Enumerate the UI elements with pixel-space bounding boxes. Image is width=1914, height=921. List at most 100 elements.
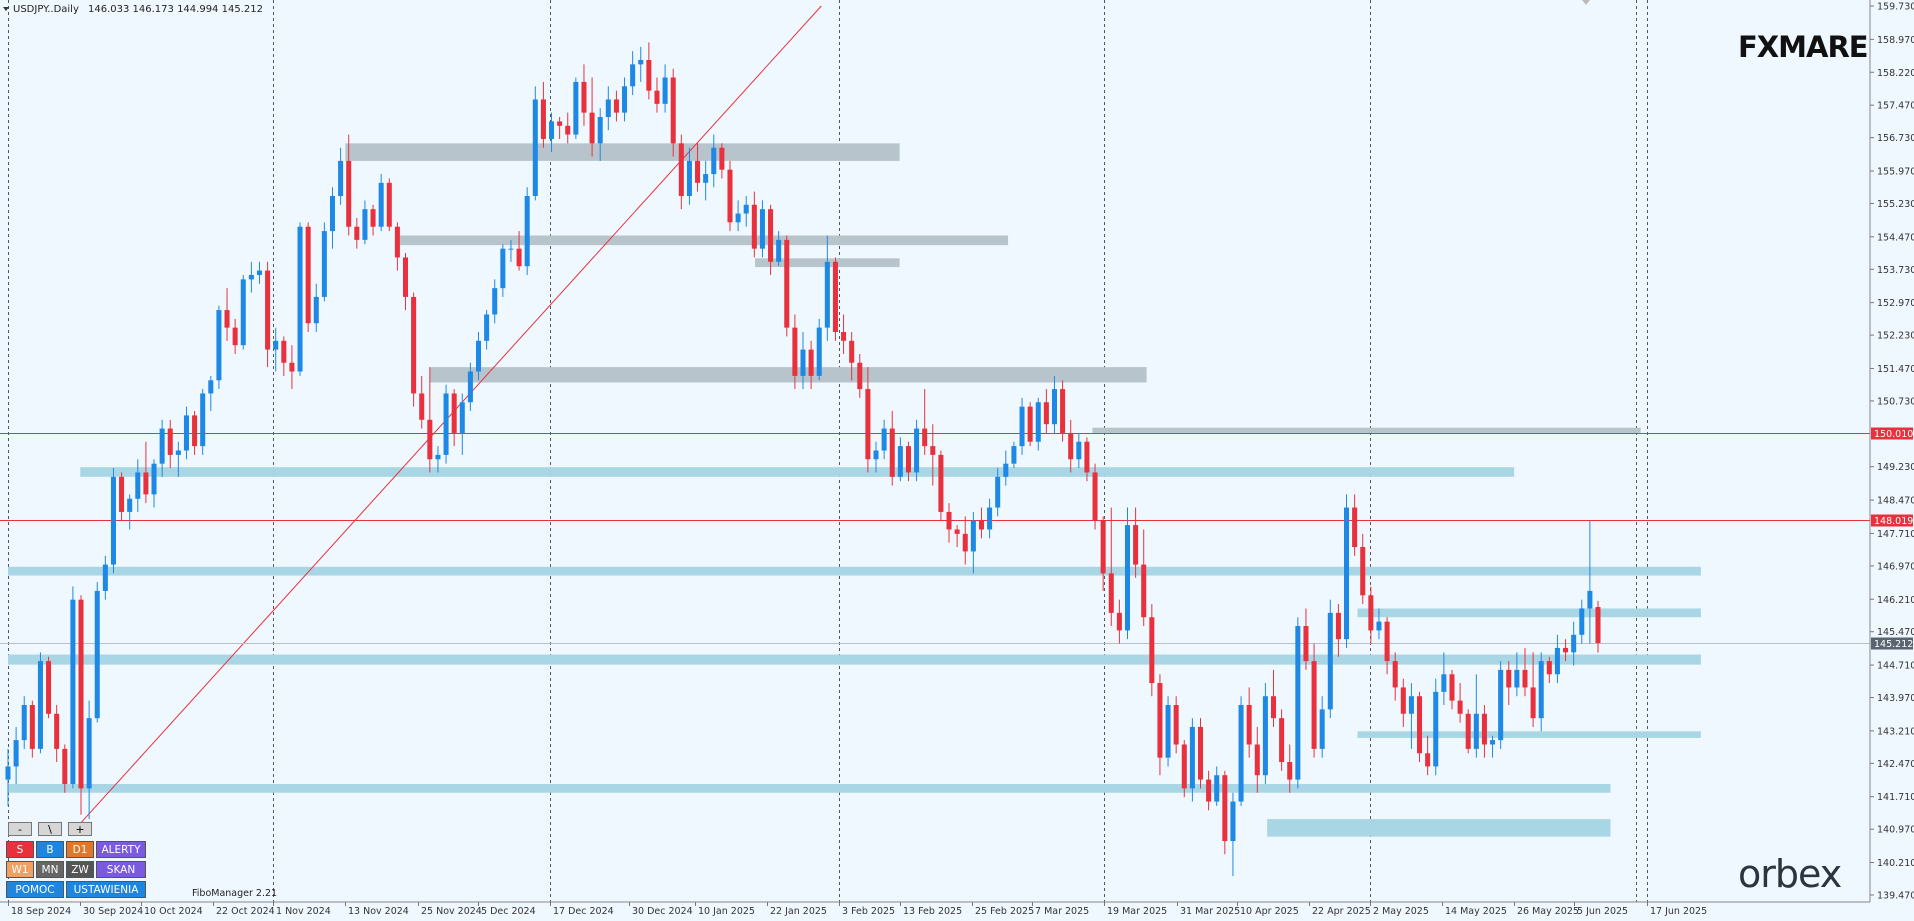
zw-button[interactable]: ZW [66,861,94,878]
zone-rect[interactable] [8,654,1701,665]
candle-body [1084,441,1090,473]
shift-marker-icon[interactable] [1582,0,1590,5]
w1-button[interactable]: W1 [6,861,34,878]
price-axis[interactable]: 159.730 158.970 158.220 157.470 156.730 155.9… [1870,2,1914,902]
zone-rect[interactable] [1357,731,1701,738]
candle-body [1003,463,1009,477]
candle-body [816,327,822,376]
candle-body [297,226,303,372]
candle-body [532,99,538,196]
help-button[interactable]: POMOC [6,881,64,898]
zone-rect[interactable] [1092,427,1641,433]
alerts-button[interactable]: ALERTY [96,841,146,858]
candle-body [1546,661,1552,675]
candle-body [419,393,425,420]
price-label: 139.470 [1877,891,1914,902]
candle-body [557,121,563,126]
zone-rect[interactable] [80,467,1515,477]
candle-body [484,314,490,341]
time-axis[interactable]: 18 Sep 2024 30 Sep 2024 10 Oct 2024 22 Oct … [8,902,1708,917]
candle-body [873,450,879,460]
zone-rect[interactable] [1357,608,1701,618]
settings-button[interactable]: USTAWIENIA [66,881,146,898]
zone-rect[interactable] [1267,819,1611,837]
time-label: 26 May 2025 [1517,906,1579,917]
time-label: 5 Dec 2024 [481,906,536,917]
candle-body [1149,617,1155,684]
time-label: 22 Jan 2025 [770,906,827,917]
candle-body [1522,669,1528,688]
buy-button[interactable]: B [36,841,64,858]
price-label: 140.210 [1877,858,1914,869]
candle-body [622,86,628,113]
trendline-layer[interactable] [79,5,822,824]
line-tool-button[interactable]: \ [38,822,62,836]
candle-body [922,428,928,447]
candle-body [654,90,660,104]
price-label: 153.730 [1877,265,1914,276]
candle-body [865,389,871,460]
mn-button[interactable]: MN [36,861,64,878]
candle-body [792,327,798,376]
candle-body [240,279,246,346]
zone-rect[interactable] [8,783,1611,793]
candle-body [962,533,968,552]
candle-body [1262,696,1268,776]
price-lines [0,433,1870,644]
candle-body [1060,389,1066,433]
candle-body [37,661,43,749]
zone-rect[interactable] [429,367,1147,383]
candle-body [1295,626,1301,780]
candle-body [265,270,271,350]
candle-body [46,661,52,714]
zone-rect[interactable] [345,143,900,161]
candle-body [216,310,222,381]
collapse-triangle-icon[interactable] [3,7,9,11]
candle-body [1287,762,1293,780]
candle-body [1100,520,1106,574]
zone-rect[interactable] [8,566,1701,576]
candle-body [508,248,514,250]
plus-button[interactable]: + [68,822,92,836]
candle-body [711,147,717,175]
time-label: 22 Apr 2025 [1312,906,1371,917]
candle-body [800,349,806,376]
candle-body [1368,595,1374,631]
candle-body [362,209,368,240]
candle-body [443,393,449,455]
candle-body [1043,402,1049,425]
candle-body [1498,669,1504,741]
scan-button[interactable]: SKAN [96,861,146,878]
candle-body [183,415,189,451]
candle-body [857,362,863,390]
symbol-label: USDJPY..Daily [13,4,79,15]
candle-body [370,209,376,227]
minus-button[interactable]: - [8,822,32,836]
candle-body [1481,713,1487,745]
candle-body [889,428,895,477]
candle-body [735,213,741,223]
price-label: 141.710 [1877,792,1914,803]
time-label: 22 Oct 2024 [216,906,275,917]
candle-body [727,169,733,223]
candle-body [1344,507,1350,640]
price-label: 144.710 [1877,661,1914,672]
candle-body [13,740,19,767]
candle-body [427,419,433,460]
candle-body [1214,775,1220,802]
time-label: 7 Mar 2025 [1035,906,1089,917]
candle-body [1335,612,1341,640]
candle-body [1206,779,1212,802]
time-label: 30 Dec 2024 [632,906,693,917]
candle-body [662,77,668,104]
zone-rect[interactable] [399,235,1009,246]
price-label: 143.210 [1877,726,1914,737]
trendline[interactable] [79,5,822,824]
sell-button[interactable]: S [6,841,34,858]
candle-body [281,340,287,363]
candle-body [1181,744,1187,789]
candle-body [1433,691,1439,767]
d1-button[interactable]: D1 [66,841,94,858]
price-label: 149.230 [1877,462,1914,473]
